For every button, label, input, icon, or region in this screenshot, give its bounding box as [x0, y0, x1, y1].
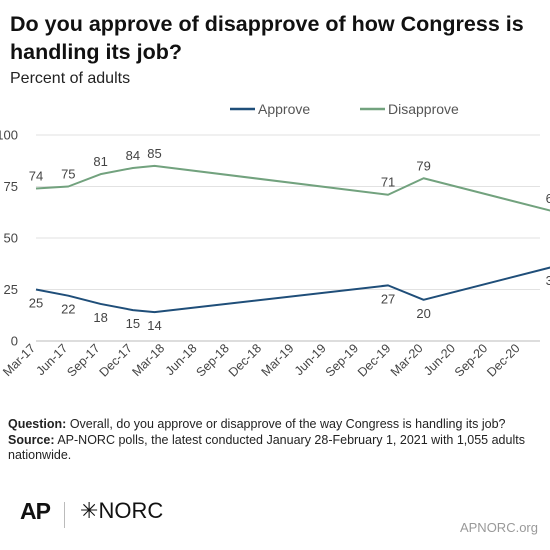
x-tick-label: Sep-19: [323, 341, 361, 379]
x-tick-label: Jun-18: [163, 341, 200, 378]
x-tick-label: Dec-20: [484, 341, 522, 379]
data-label: 84: [126, 148, 140, 163]
y-tick-label: 0: [11, 334, 18, 349]
website-label: APNORC.org: [459, 520, 538, 535]
data-label: 27: [381, 291, 395, 306]
y-tick-label: 25: [4, 282, 18, 297]
data-label: 22: [61, 302, 75, 317]
ap-logo: AP: [20, 498, 51, 524]
source-text: AP-NORC polls, the latest conducted Janu…: [8, 432, 525, 463]
data-label: 81: [93, 154, 107, 169]
data-label: 79: [416, 158, 430, 173]
logo-divider: [64, 502, 65, 528]
series-line-disapprove: [35, 164, 550, 212]
x-tick-label: Dec-19: [355, 341, 393, 379]
data-label: 18: [93, 310, 107, 325]
norc-logo-text: NORC: [98, 498, 164, 523]
y-tick-label: 75: [4, 179, 18, 194]
x-tick-label: Jun-17: [33, 341, 70, 378]
data-label: 71: [381, 175, 395, 190]
legend-label: Approve: [258, 101, 310, 117]
x-tick-label: Dec-18: [226, 341, 264, 379]
question-text: Overall, do you approve or disapprove of…: [69, 417, 506, 431]
norc-logo: ✳NORC: [80, 498, 163, 524]
question-label: Question:: [8, 417, 67, 431]
chart-subtitle: Percent of adults: [10, 70, 131, 87]
source-label: Source:: [8, 432, 55, 447]
y-tick-label: 50: [4, 231, 18, 246]
data-label: 63: [546, 191, 550, 206]
x-tick-label: Mar-17: [0, 341, 38, 379]
x-tick-label: Jun-19: [292, 341, 329, 378]
x-tick-label: Sep-17: [64, 341, 102, 379]
x-tick-label: Dec-17: [97, 341, 135, 379]
data-label: 25: [29, 296, 43, 311]
x-tick-label: Sep-20: [452, 341, 490, 379]
x-tick-label: Sep-18: [194, 341, 232, 379]
data-label: 14: [147, 318, 161, 333]
x-tick-label: Jun-20: [421, 341, 458, 378]
norc-star-icon: ✳: [80, 498, 99, 523]
chart-title: Do you approve of disapprove of how Cong…: [10, 12, 524, 64]
data-label: 85: [147, 146, 161, 161]
data-label: 75: [61, 167, 75, 182]
source-note: Source: AP-NORC polls, the latest conduc…: [8, 433, 543, 464]
question-note: Question: Overall, do you approve or dis…: [8, 417, 543, 433]
y-tick-label: 100: [0, 128, 18, 143]
data-label: 20: [416, 306, 430, 321]
series-line-approve: [35, 266, 550, 314]
x-tick-label: Mar-19: [259, 341, 297, 379]
data-label: 36: [546, 273, 550, 288]
line-chart: 0 25 50 75 100 Mar-17Jun-17Sep-17Dec-17Mar-18…: [0, 101, 550, 380]
data-label: 74: [29, 169, 43, 184]
legend-label: Disapprove: [388, 101, 459, 117]
x-tick-label: Mar-18: [129, 341, 167, 379]
chart-footnote: Question: Overall, do you approve or dis…: [8, 417, 543, 464]
x-tick-label: Mar-20: [388, 341, 426, 379]
data-label: 15: [126, 316, 140, 331]
